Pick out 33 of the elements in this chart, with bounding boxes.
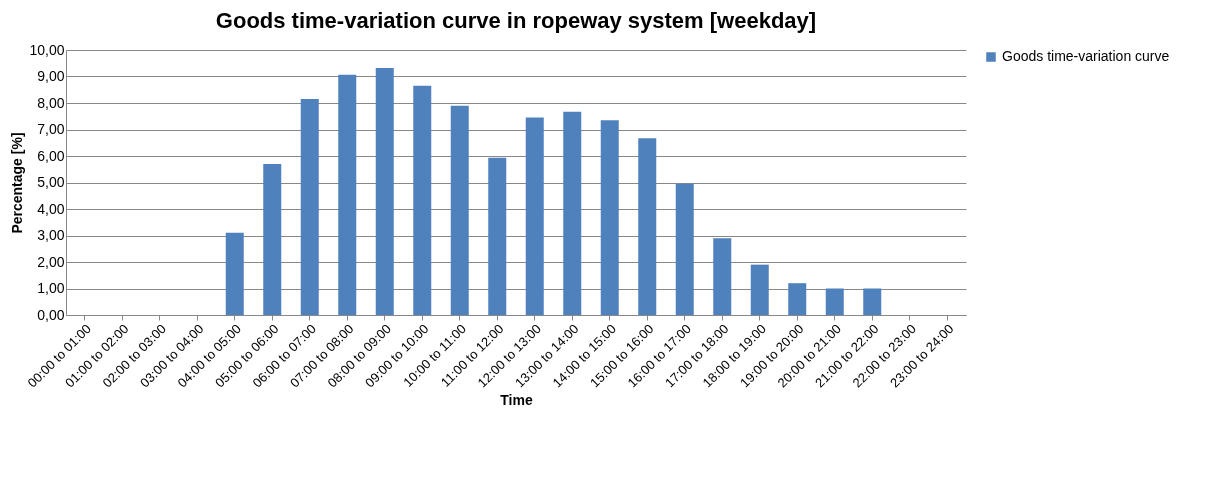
y-tick-label: 7,00 [37, 121, 65, 137]
y-axis-title: Percentage [%] [9, 132, 26, 234]
bar [488, 157, 507, 315]
y-tick-label: 10,00 [29, 41, 65, 58]
bar [413, 85, 432, 315]
bar [600, 120, 619, 315]
bar [563, 111, 582, 315]
bar [750, 264, 769, 315]
y-tick-label: 2,00 [37, 253, 65, 270]
y-tick-label: 9,00 [37, 68, 65, 84]
bar [525, 117, 544, 315]
bar [450, 105, 469, 315]
bar [713, 238, 732, 315]
y-tick-label: 1,00 [37, 280, 65, 296]
bar [638, 138, 657, 315]
bar [263, 163, 282, 315]
chart-title: Goods time-variation curve in ropeway system [weekday] [215, 8, 817, 33]
y-tick-label: 5,00 [37, 174, 65, 190]
bar [788, 283, 807, 315]
y-tick-label: 3,00 [37, 227, 65, 243]
y-tick-label: 6,00 [37, 147, 65, 164]
bar [338, 74, 357, 315]
bar [863, 288, 882, 315]
bar [825, 288, 844, 315]
bar [375, 68, 394, 315]
legend-label: Goods time-variation curve [1002, 48, 1170, 64]
x-axis-title: Time [500, 392, 533, 409]
bar [225, 232, 244, 315]
bar [675, 183, 694, 315]
y-tick-label: 8,00 [37, 94, 65, 111]
y-tick-label: 4,00 [37, 200, 65, 217]
bar [300, 99, 319, 315]
y-tick-label: 0,00 [37, 306, 65, 323]
